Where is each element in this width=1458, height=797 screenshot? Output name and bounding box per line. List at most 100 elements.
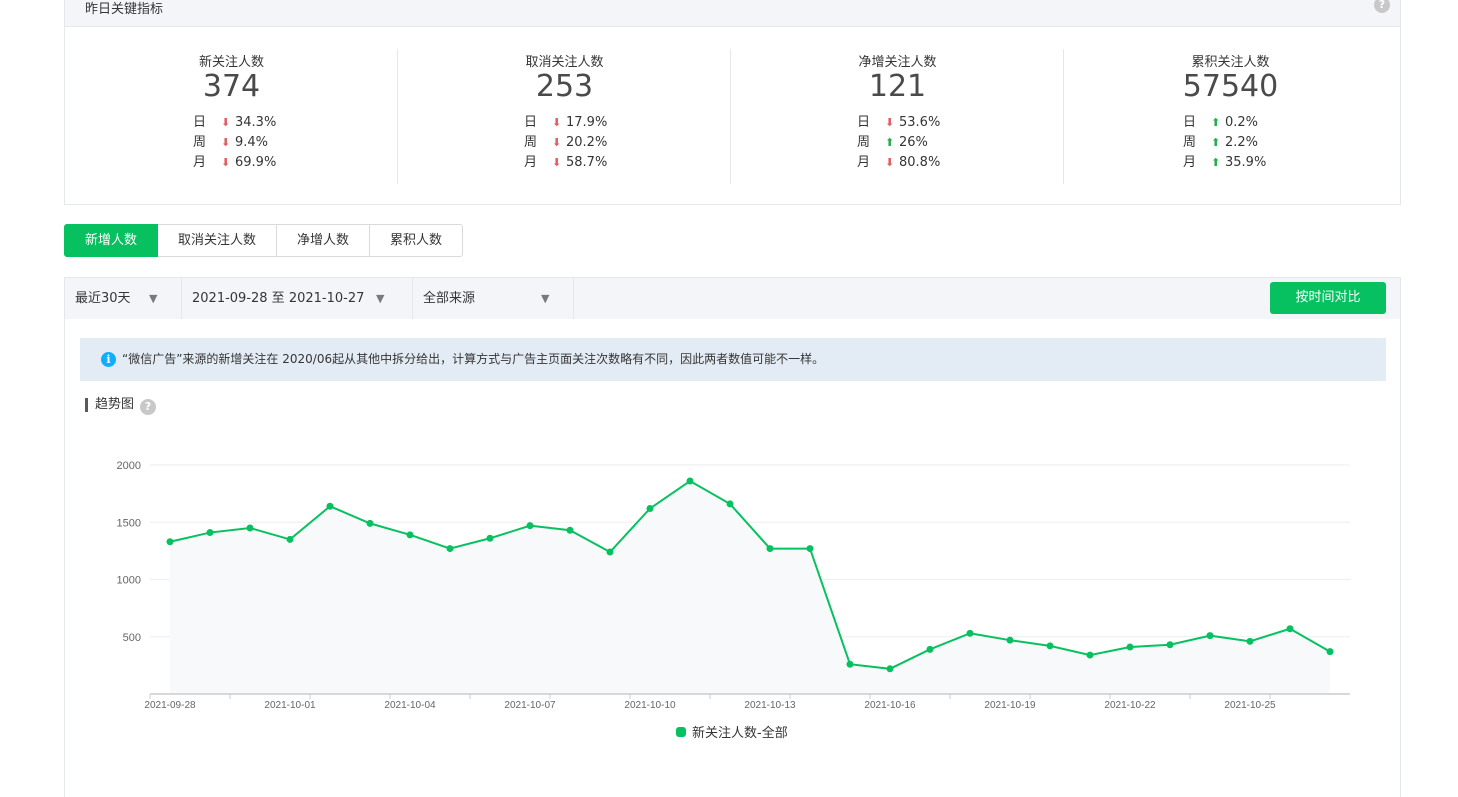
legend-label: 新关注人数-全部 [692,725,788,741]
period-select-value: 最近30天 [75,291,131,306]
x-tick-label: 2021-10-07 [504,700,556,711]
date-range-picker[interactable]: 2021-09-28 至 2021-10-27 ▼ [182,278,413,319]
change-percent: 80.8% [899,155,941,170]
data-point [366,519,374,527]
arrow-up-icon: ⬆ [1211,116,1221,129]
compare-by-time-button[interactable]: 按时间对比 [1270,282,1386,314]
kpi-label: 累积关注人数 [1191,55,1270,70]
kpi-change-row: 周 ⬇ 9.4% [193,133,276,153]
info-icon: i [101,352,116,367]
kpi-label: 新关注人数 [198,55,264,70]
data-point [1006,636,1014,644]
kpi-block: 净增关注人数 121 日 ⬇ 53.6% 周 ⬆ 26% 月 ⬇ 80.8% [731,49,1064,184]
x-tick-label: 2021-09-28 [144,700,196,711]
period-label: 周 [524,135,538,150]
legend-swatch [676,727,686,737]
tab-3[interactable]: 累积人数 [370,224,464,257]
kpi-change-row: 日 ⬇ 34.3% [193,113,276,133]
key-metrics-title: 昨日关键指标 [85,2,164,17]
kpi-change-list: 日 ⬇ 34.3% 周 ⬇ 9.4% 月 ⬇ 69.9% [193,113,276,173]
x-tick-label: 2021-10-19 [984,700,1036,711]
data-point [166,538,174,546]
tab-2[interactable]: 净增人数 [277,224,371,257]
trend-chart: 500 1000 1500 2000 2021-09-28 2021-10-01 2021-… [117,460,1350,741]
divider [1063,49,1064,184]
arrow-down-icon: ⬇ [885,116,895,129]
tab-1[interactable]: 取消关注人数 [158,224,278,257]
data-point [726,500,734,508]
source-select[interactable]: 全部来源 ▼ [413,278,574,319]
data-point [1166,641,1174,649]
kpi-block: 新关注人数 374 日 ⬇ 34.3% 周 ⬇ 9.4% 月 ⬇ 69.9% [65,49,398,184]
x-tick-label: 2021-10-25 [1224,700,1276,711]
kpi-change-row: 月 ⬇ 58.7% [524,153,607,173]
data-point [486,534,494,542]
arrow-up-icon: ⬆ [1211,156,1221,169]
data-point [326,502,334,510]
period-select[interactable]: 最近30天 ▼ [65,278,182,319]
data-point [966,629,974,637]
info-notice: i “微信广告”来源的新增关注在 2020/06起从其他中拆分给出，计算方式与广… [80,338,1386,381]
chevron-down-icon: ▼ [149,292,158,305]
data-point [686,477,694,485]
arrow-up-icon: ⬆ [1211,136,1221,149]
change-percent: 17.9% [566,115,608,130]
period-label: 月 [193,155,207,170]
y-tick-label: 1000 [117,575,141,587]
data-point [526,522,534,530]
arrow-down-icon: ⬇ [552,156,562,169]
kpi-label: 净增关注人数 [858,55,937,70]
help-icon[interactable]: ? [1374,0,1390,13]
period-label: 日 [524,115,538,130]
kpi-change-row: 日 ⬇ 53.6% [857,113,940,133]
data-point [646,505,654,513]
divider [730,49,731,184]
x-tick-label: 2021-10-13 [744,700,796,711]
kpi-change-row: 周 ⬇ 20.2% [524,133,607,153]
help-icon[interactable]: ? [140,399,156,415]
kpi-change-row: 日 ⬇ 17.9% [524,113,607,133]
kpi-change-row: 周 ⬆ 2.2% [1183,133,1266,153]
data-point [206,529,214,537]
tab-0[interactable]: 新增人数 [64,224,159,257]
data-point [1326,648,1334,656]
x-tick-label: 2021-10-22 [1104,700,1156,711]
kpi-change-list: 日 ⬇ 17.9% 周 ⬇ 20.2% 月 ⬇ 58.7% [524,113,607,173]
key-metrics-header: 昨日关键指标 ? [65,0,1400,27]
divider [397,49,398,184]
data-point [926,645,934,653]
x-tick-label: 2021-10-10 [624,700,676,711]
kpi-value: 253 [535,69,594,104]
kpi-row: 新关注人数 374 日 ⬇ 34.3% 周 ⬇ 9.4% 月 ⬇ 69.9% 取消关注人数 253 日 ⬇ 1… [65,49,1400,184]
filter-bar: 最近30天 ▼ 2021-09-28 至 2021-10-27 ▼ 全部来源 ▼… [65,278,1400,319]
change-percent: 69.9% [235,155,277,170]
data-point [1126,643,1134,651]
notice-text: “微信广告”来源的新增关注在 2020/06起从其他中拆分给出，计算方式与广告主… [122,352,825,366]
x-tick-label: 2021-10-01 [264,700,316,711]
y-tick-label: 1500 [117,517,141,529]
period-label: 日 [857,115,871,130]
chevron-down-icon: ▼ [541,292,550,305]
arrow-down-icon: ⬇ [552,116,562,129]
data-point [606,548,614,556]
date-range-value: 2021-09-28 至 2021-10-27 [192,291,365,306]
change-percent: 20.2% [566,135,608,150]
data-point [886,665,894,673]
data-point [246,524,254,532]
data-point [286,535,294,543]
series-area [170,481,1330,694]
period-label: 日 [1183,115,1197,130]
kpi-block: 累积关注人数 57540 日 ⬆ 0.2% 周 ⬆ 2.2% 月 ⬆ 35.9% [1064,49,1397,184]
data-point [1206,632,1214,640]
data-point [566,526,574,534]
y-tick-label: 500 [123,632,141,644]
period-label: 日 [193,115,207,130]
kpi-change-list: 日 ⬇ 53.6% 周 ⬆ 26% 月 ⬇ 80.8% [857,113,940,173]
period-label: 月 [524,155,538,170]
kpi-change-row: 周 ⬆ 26% [857,133,940,153]
data-point [846,660,854,668]
arrow-down-icon: ⬇ [885,156,895,169]
period-label: 周 [857,135,871,150]
kpi-value: 374 [202,69,261,104]
arrow-down-icon: ⬇ [221,116,231,129]
